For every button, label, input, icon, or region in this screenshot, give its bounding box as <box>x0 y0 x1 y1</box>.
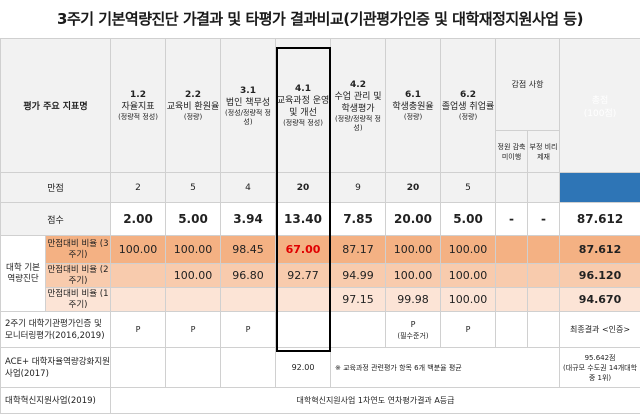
score-cell: 7.85 <box>330 202 387 236</box>
ace-score: 92.00 <box>275 347 332 388</box>
penalty-misconduct: 부정 비리 제재 <box>527 130 561 173</box>
max-label: 만점 <box>0 172 112 203</box>
ratio-cell <box>165 287 222 312</box>
ratio-cell: 99.98 <box>385 287 442 312</box>
ace-row: ACE+ 대학자율역량강화지원사업(2017) 92.00 ※ 교육과정 관련평… <box>0 347 640 388</box>
score-cell: 13.40 <box>275 202 332 236</box>
score-label: 점수 <box>0 202 112 236</box>
ratio-label: 만점대비 비율 (1주기) <box>44 287 112 312</box>
ratio-cell <box>110 263 167 288</box>
ratio-cell <box>275 287 332 312</box>
ratio-cell: 100.00 <box>165 263 222 288</box>
indicator-header: 평가 주요 지표명 <box>0 38 112 173</box>
max-cell: 5 <box>165 172 222 203</box>
score-row: 점수 2.00 5.00 3.94 13.40 7.85 20.00 5.00 … <box>0 202 640 236</box>
ratio-total: 94.670 <box>559 287 640 312</box>
ratio-cell: 87.17 <box>330 235 387 264</box>
max-cell: 4 <box>220 172 277 203</box>
col-2-2: 2.2 교육비 환원율 (정량) <box>165 38 222 173</box>
accreditation-result: 최종결과 <인증> <box>559 311 640 348</box>
ratio-label: 만점대비 비율 (3주기) <box>44 235 112 264</box>
innovation-row: 대학혁신지원사업(2019) 대학혁신지원사업 1차연도 연차평가결과 A등급 <box>0 387 640 414</box>
max-cell: 9 <box>330 172 387 203</box>
col-4-1: 4.1 교육과정 운영 및 개선 (정량적 정성) <box>275 38 332 173</box>
ratio-cell: 97.15 <box>330 287 387 312</box>
penalty-header: 감점 사항 <box>495 38 561 131</box>
score-cell: 20.00 <box>385 202 442 236</box>
col-6-1: 6.1 학생충원율 (정량) <box>385 38 442 173</box>
pass-mark: P <box>110 311 167 348</box>
ratio-cell: 92.77 <box>275 263 332 288</box>
pass-mark: P <box>165 311 222 348</box>
ratio-cell: 98.45 <box>220 235 277 264</box>
max-cell: 2 <box>110 172 167 203</box>
col-4-2: 4.2 수업 관리 및 학생평가 (정량/정량적 정성) <box>330 38 387 173</box>
col-1-2: 1.2 자율지표 (정량적 정성) <box>110 38 167 173</box>
ratio-cell: 100.00 <box>385 235 442 264</box>
comparison-table: 평가 주요 지표명 1.2 자율지표 (정량적 정성) 2.2 교육비 환원율 (정량)… <box>0 38 640 414</box>
ace-result: 95.642점 (대규모 수도권 14개대학 중 1위) <box>559 347 640 388</box>
ratio-cell: 100.00 <box>385 263 442 288</box>
penalty-quota: 정원 감축 미이행 <box>495 130 529 173</box>
header-row: 평가 주요 지표명 1.2 자율지표 (정량적 정성) 2.2 교육비 환원율 (정량)… <box>0 38 640 173</box>
pass-mark: P <box>220 311 277 348</box>
score-penalty-2: - <box>527 202 561 236</box>
accreditation-label: 2주기 대학기관평가인증 및 모니터링평가(2016,2019) <box>0 311 112 348</box>
max-cell: 5 <box>440 172 497 203</box>
max-score-row: 만점 2 5 4 20 9 20 5 <box>0 172 640 203</box>
ratio-row-1: 만점대비 비율 (1주기) 97.15 99.98 100.00 94.670 <box>1 287 640 312</box>
ratio-cell: 96.80 <box>220 263 277 288</box>
ratio-total: 87.612 <box>559 235 640 264</box>
innovation-note: 대학혁신지원사업 1차연도 연차평가결과 A등급 <box>110 387 640 414</box>
ratio-cell: 100.00 <box>440 287 497 312</box>
pass-mark: P (필수준거) <box>385 311 442 348</box>
ratio-cell: 100.00 <box>165 235 222 264</box>
col-3-1: 3.1 법인 책무성 (정성/정량적 정성) <box>220 38 277 173</box>
diag-label: 대학 기본 역량진단 <box>0 235 46 312</box>
ace-note: ※ 교육과정 관련평가 항목 6개 백분율 평균 <box>330 347 561 388</box>
score-penalty-1: - <box>495 202 529 236</box>
col-6-2: 6.2 졸업생 취업률 (정량) <box>440 38 497 173</box>
ratio-cell-highlight: 67.00 <box>275 235 332 264</box>
ratio-row-3: 대학 기본 역량진단 만점대비 비율 (3주기) 100.00 100.00 9… <box>0 235 640 312</box>
score-cell: 5.00 <box>165 202 222 236</box>
ratio-label: 만점대비 비율 (2주기) <box>44 263 112 288</box>
ratio-cell: 94.99 <box>330 263 387 288</box>
innovation-label: 대학혁신지원사업(2019) <box>0 387 112 414</box>
ratio-cell: 100.00 <box>440 263 497 288</box>
score-cell: 3.94 <box>220 202 277 236</box>
pass-mark: P <box>440 311 497 348</box>
ace-label: ACE+ 대학자율역량강화지원사업(2017) <box>0 347 112 388</box>
max-cell: 20 <box>275 172 332 203</box>
ratio-total: 96.120 <box>559 263 640 288</box>
score-cell: 2.00 <box>110 202 167 236</box>
ratio-cell <box>220 287 277 312</box>
ratio-cell: 100.00 <box>110 235 167 264</box>
score-cell: 5.00 <box>440 202 497 236</box>
score-total: 87.612 <box>559 202 640 236</box>
page-title: 3주기 기본역량진단 가결과 및 타평가 결과비교(기관평가인증 및 대학재정지… <box>57 10 583 28</box>
ratio-cell <box>110 287 167 312</box>
total-header: 총점 (100점) <box>559 38 640 173</box>
ratio-row-2: 만점대비 비율 (2주기) 100.00 96.80 92.77 94.99 1… <box>1 263 640 288</box>
max-cell: 20 <box>385 172 442 203</box>
ratio-cell: 100.00 <box>440 235 497 264</box>
accreditation-row: 2주기 대학기관평가인증 및 모니터링평가(2016,2019) P P P P… <box>0 311 640 348</box>
